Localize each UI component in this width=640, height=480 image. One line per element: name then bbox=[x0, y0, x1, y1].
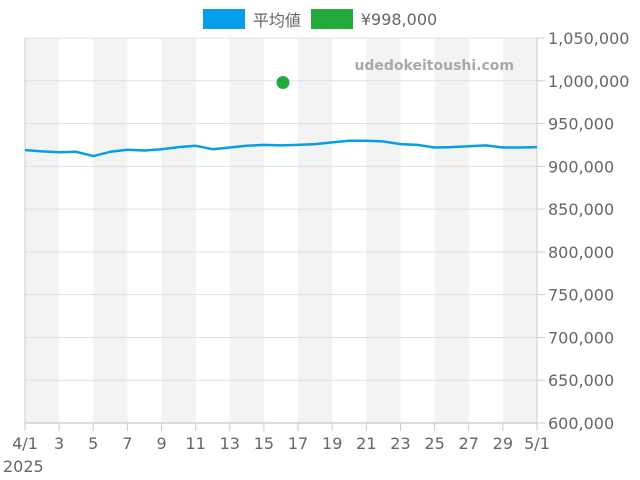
y-tick-label: 750,000 bbox=[548, 286, 614, 305]
x-tick-label: 21 bbox=[356, 434, 376, 453]
day-band bbox=[93, 38, 128, 423]
day-band bbox=[502, 38, 537, 423]
day-band bbox=[434, 38, 469, 423]
y-tick-label: 900,000 bbox=[548, 157, 614, 176]
day-band bbox=[298, 38, 333, 423]
x-tick-label: 25 bbox=[424, 434, 444, 453]
day-band bbox=[229, 38, 264, 423]
x-tick-label: 5/1 bbox=[524, 434, 550, 453]
x-tick-label: 13 bbox=[220, 434, 240, 453]
y-tick-label: 950,000 bbox=[548, 115, 614, 134]
y-tick-label: 700,000 bbox=[548, 328, 614, 347]
x-tick-label: 15 bbox=[254, 434, 274, 453]
x-tick-label: 17 bbox=[288, 434, 308, 453]
x-tick-label: 5 bbox=[88, 434, 98, 453]
average-price-line bbox=[24, 139, 538, 158]
legend-item-average[interactable]: 平均値 bbox=[202, 7, 301, 31]
x-tick-label: 3 bbox=[54, 434, 64, 453]
x-tick-label: 27 bbox=[459, 434, 479, 453]
x-axis-labels: 4/1 3 5 7 9 11 13 15 17 19 21 23 25 27 29 5/1 2025 bbox=[3, 434, 550, 476]
y-tick-label: 800,000 bbox=[548, 243, 614, 262]
legend-label-price: ¥998,000 bbox=[360, 9, 438, 29]
x-tick-label: 9 bbox=[156, 434, 166, 453]
day-band bbox=[366, 38, 401, 423]
x-tick-label: 23 bbox=[390, 434, 410, 453]
day-band bbox=[161, 38, 196, 423]
x-tick-label: 4/1 bbox=[12, 434, 38, 453]
x-tick-label: 11 bbox=[185, 434, 205, 453]
price-points bbox=[276, 75, 290, 89]
day-band bbox=[25, 38, 60, 423]
chart-legend: 平均値 ¥998,000 bbox=[0, 7, 640, 31]
legend-swatch-price bbox=[310, 9, 353, 29]
watermark: udedokeitoushi.com bbox=[354, 58, 514, 74]
x-tick-label: 29 bbox=[493, 434, 513, 453]
y-tick-label: 1,000,000 bbox=[548, 72, 629, 91]
y-axis-labels: 1,050,000 1,000,000 950,000 900,000 850,000 8… bbox=[548, 29, 629, 433]
legend-swatch-average bbox=[202, 9, 245, 29]
y-tick-label: 650,000 bbox=[548, 371, 614, 390]
axes bbox=[24, 38, 538, 431]
alternating-day-bands bbox=[25, 38, 537, 423]
y-tick-label: 850,000 bbox=[548, 200, 614, 219]
y-tick-label: 1,050,000 bbox=[548, 29, 629, 48]
x-tick-label: 19 bbox=[322, 434, 342, 453]
x-tick-label: 7 bbox=[122, 434, 132, 453]
legend-item-price[interactable]: ¥998,000 bbox=[310, 9, 438, 29]
price-point[interactable] bbox=[276, 75, 290, 89]
y-tick-label: 600,000 bbox=[548, 414, 614, 433]
legend-label-average: 平均値 bbox=[252, 11, 301, 30]
x-axis-year-label: 2025 bbox=[3, 457, 44, 476]
